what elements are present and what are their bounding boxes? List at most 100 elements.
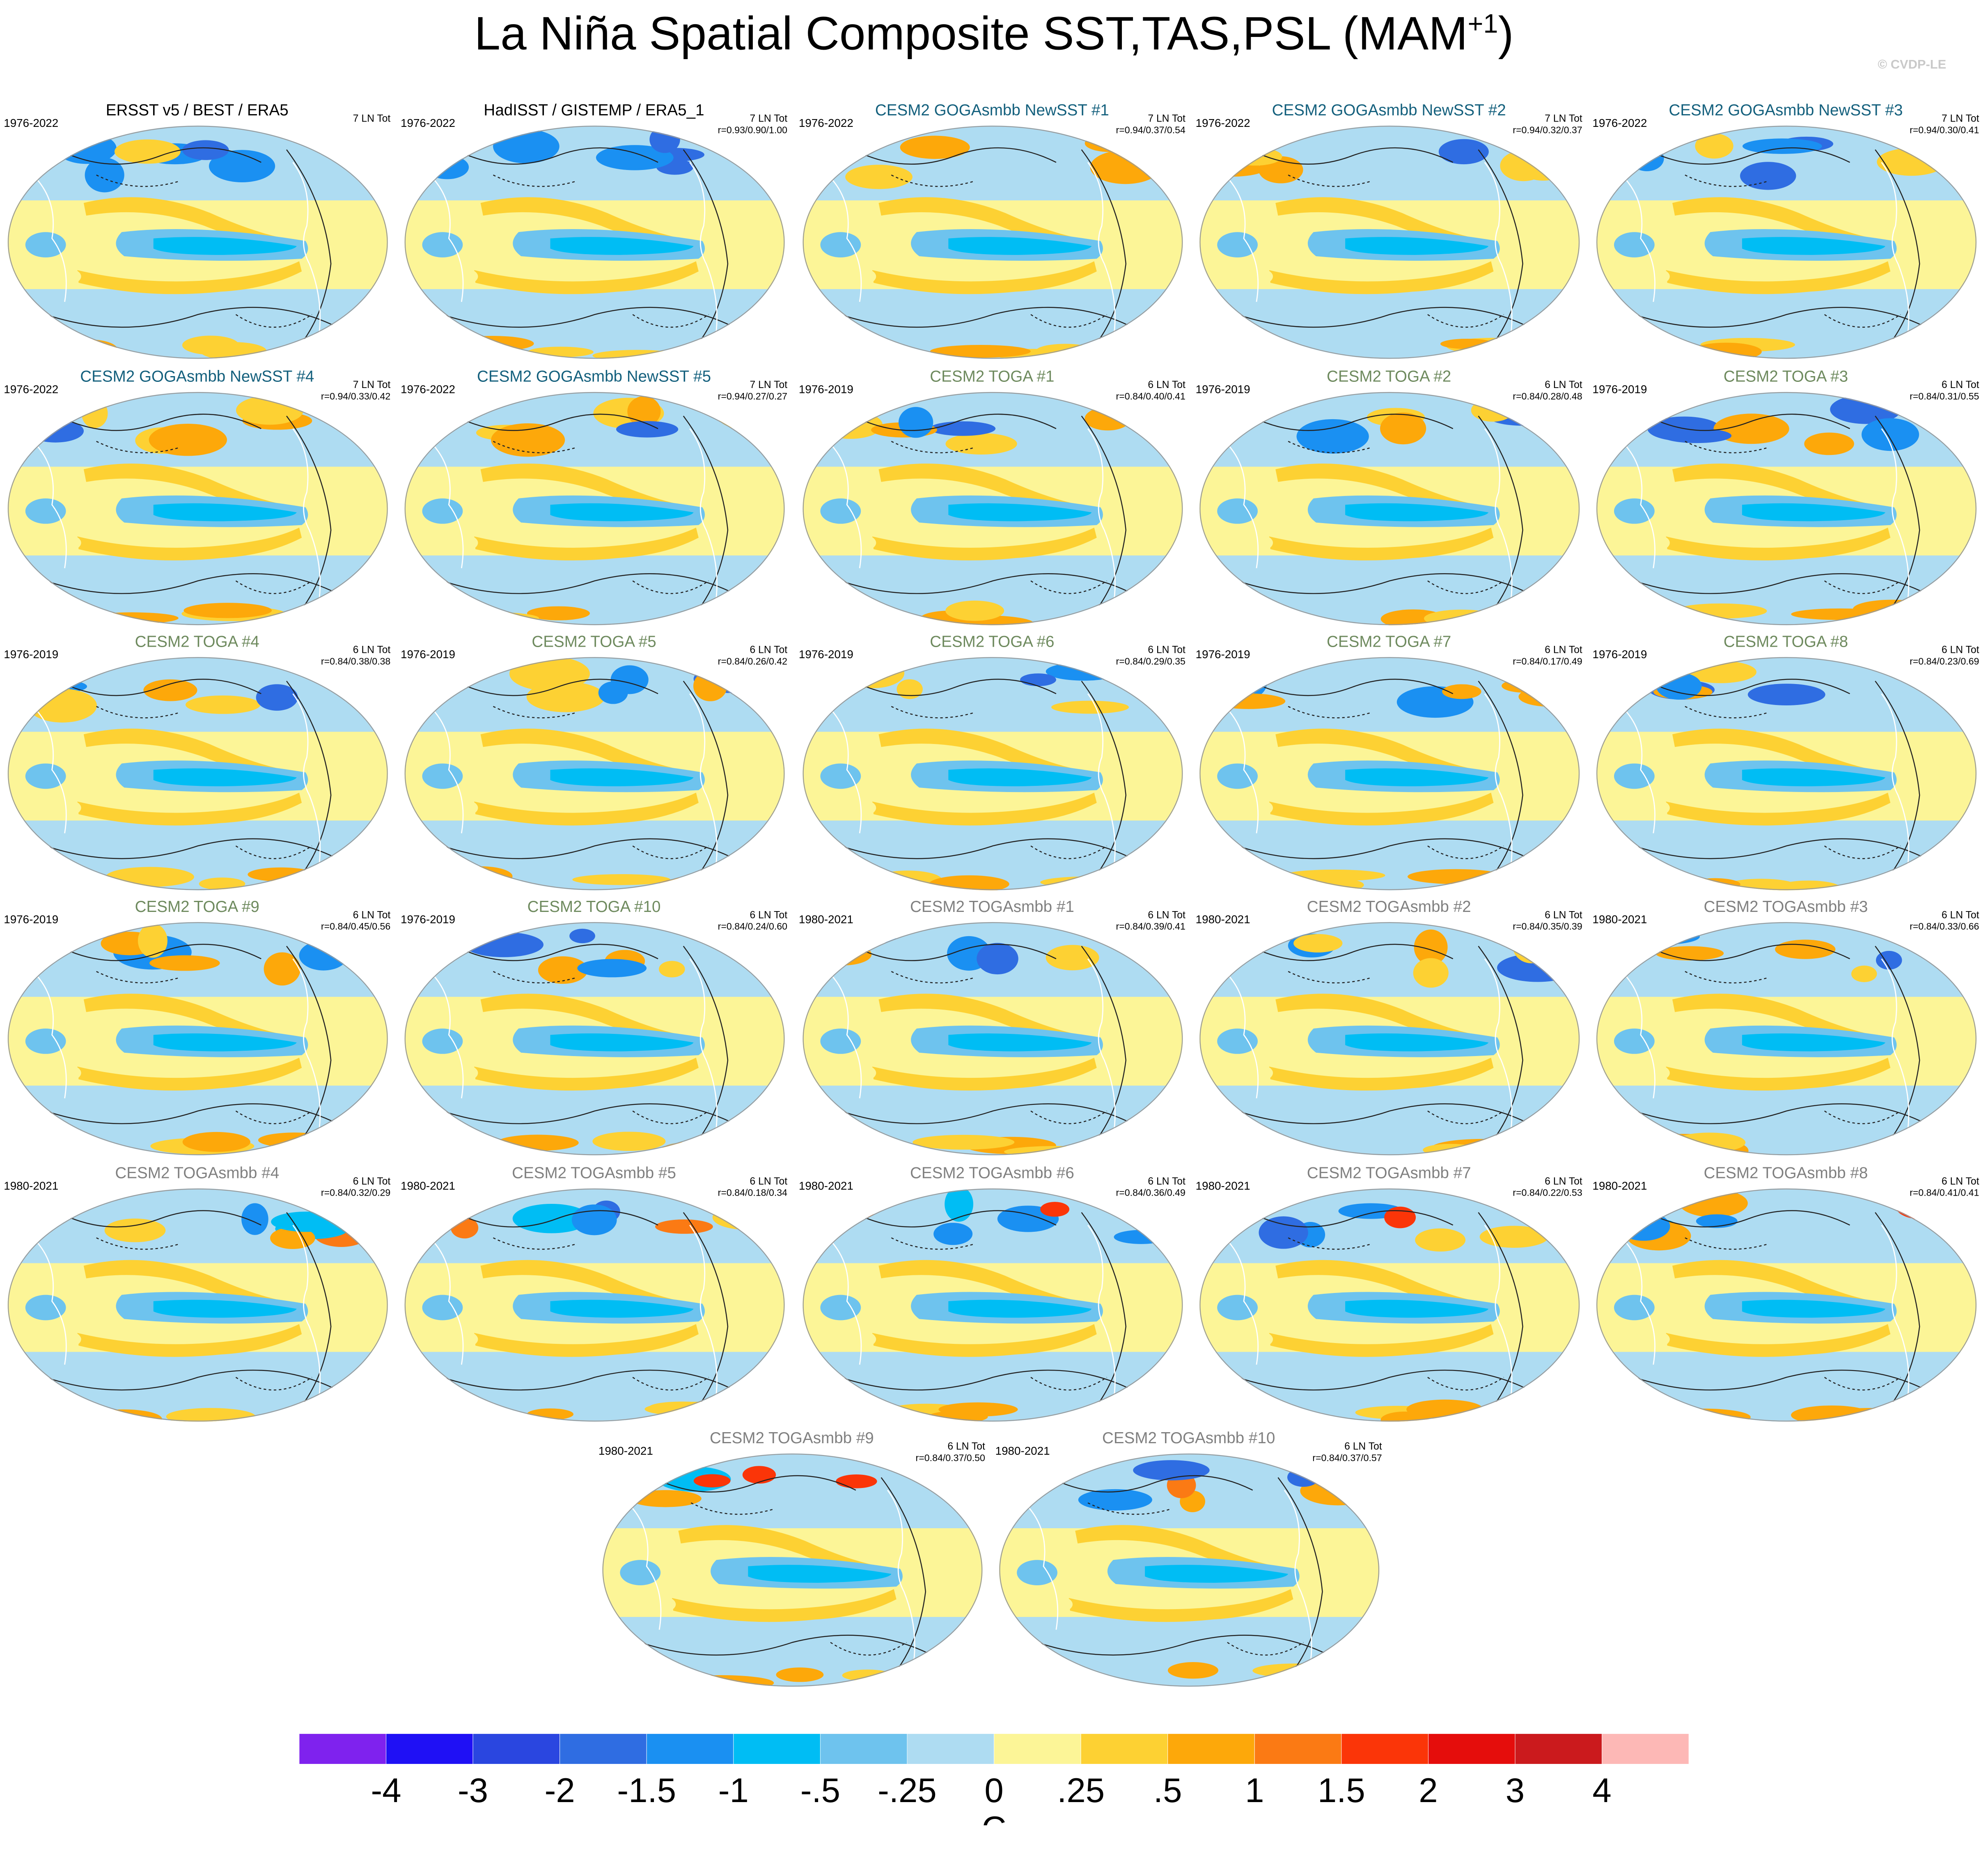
field-indian-cold	[1614, 1029, 1655, 1054]
field-northern-anomaly	[105, 1219, 166, 1242]
colorbar-tick-label: -1.5	[617, 1771, 676, 1809]
panel-event-count: 6 LN Tot	[947, 1441, 985, 1452]
field-northern-anomaly	[241, 1203, 268, 1235]
map-plot	[8, 921, 388, 1157]
field-northern-anomaly	[1743, 138, 1822, 154]
field-southern-anomaly	[1423, 1144, 1478, 1156]
field-indian-cold	[1017, 1560, 1057, 1585]
field-atlantic-warm	[719, 1295, 754, 1320]
field-indian-cold	[1614, 498, 1655, 524]
panel-event-count: 7 LN Tot	[750, 379, 787, 391]
field-northern-anomaly	[1623, 928, 1700, 945]
panel-event-count: 6 LN Tot	[1942, 379, 1979, 391]
map-plot	[803, 921, 1183, 1157]
panel-event-count: 6 LN Tot	[750, 909, 787, 921]
colorbar-tick-label: .5	[1153, 1771, 1182, 1809]
field-northern-anomaly	[1133, 1460, 1210, 1480]
field-atlantic-warm	[719, 763, 754, 789]
field-northern-anomaly	[845, 165, 913, 189]
field-atlantic-warm	[322, 498, 358, 524]
panel-title: CESM2 TOGAsmbb #2	[1196, 898, 1582, 916]
map-plot	[8, 124, 388, 360]
field-atlantic-warm	[719, 1029, 754, 1054]
field-indian-cold	[25, 498, 66, 524]
field-atlantic-warm	[917, 1560, 952, 1585]
field-southern-anomaly	[183, 1132, 250, 1152]
map-panel: CESM2 GOGAsmbb NewSST #5 1976-2022 7 LN To…	[401, 368, 787, 628]
field-southern-anomaly	[1424, 610, 1500, 627]
colorbar-tick-label: -1	[718, 1771, 749, 1809]
colorbar-swatch	[1254, 1734, 1341, 1764]
panel-title: CESM2 TOGAsmbb #1	[799, 898, 1185, 916]
field-southern-anomaly	[1691, 343, 1762, 360]
panel-event-count: 6 LN Tot	[1148, 379, 1185, 391]
map-panel: CESM2 TOGA #9 1976-2019 6 LN Tot r=0.84/0.4…	[4, 898, 390, 1158]
field-northern-anomaly	[1380, 413, 1426, 444]
field-southern-anomaly	[85, 612, 179, 624]
field-indian-warm	[35, 798, 81, 818]
credit-label: © CVDP-LE	[1878, 58, 1946, 72]
field-southern-anomaly	[945, 601, 1004, 621]
field-indian-warm	[1624, 533, 1670, 553]
field-atlantic-warm	[1911, 232, 1946, 257]
colorbar-tick-label: 3	[1506, 1771, 1525, 1809]
map-panel: CESM2 TOGA #1 1976-2019 6 LN Tot r=0.84/0.4…	[799, 368, 1185, 628]
panel-event-count: 6 LN Tot	[1942, 1176, 1979, 1187]
field-indian-cold	[1614, 232, 1655, 257]
field-atlantic-warm	[719, 232, 754, 257]
panel-title: CESM2 GOGAsmbb NewSST #4	[4, 368, 390, 386]
field-northern-anomaly	[1078, 1489, 1152, 1511]
map-plot	[1596, 124, 1977, 360]
map-panel: CESM2 GOGAsmbb NewSST #3 1976-2022 7 LN To…	[1592, 101, 1979, 361]
field-indian-warm	[630, 1594, 676, 1614]
panel-title: CESM2 GOGAsmbb NewSST #3	[1592, 101, 1979, 119]
colorbar-tick-label: 0	[984, 1771, 1003, 1809]
field-indian-cold	[422, 1295, 463, 1320]
field-indian-cold	[25, 1029, 66, 1054]
panel-title: CESM2 TOGA #2	[1196, 368, 1582, 386]
field-indian-warm	[1624, 1329, 1670, 1349]
field-indian-warm	[830, 1063, 876, 1083]
panel-event-count: 6 LN Tot	[1942, 909, 1979, 921]
field-northern-anomaly	[1300, 1476, 1376, 1506]
map-plot	[1199, 124, 1580, 360]
map-panel: CESM2 TOGAsmbb #10 1980-2021 6 LN Tot r=0.8…	[995, 1429, 1382, 1689]
field-indian-warm	[830, 533, 876, 553]
field-northern-anomaly	[1629, 931, 1680, 944]
colorbar-tick-label: -3	[458, 1771, 488, 1809]
colorbar-swatch	[1168, 1734, 1255, 1764]
field-indian-warm	[1227, 1329, 1273, 1349]
field-indian-cold	[1217, 232, 1258, 257]
field-northern-anomaly	[694, 1474, 731, 1487]
colorbar-tick-label: -4	[371, 1771, 401, 1809]
field-northern-anomaly	[1439, 139, 1489, 164]
map-plot	[404, 921, 785, 1157]
panel-event-count: 7 LN Tot	[1942, 113, 1979, 124]
panel-event-count: 6 LN Tot	[750, 644, 787, 656]
colorbar-tick-label: -.5	[800, 1771, 840, 1809]
panel-title: CESM2 TOGA #7	[1196, 633, 1582, 650]
field-indian-warm	[432, 1329, 478, 1349]
field-indian-warm	[1227, 533, 1273, 553]
map-panel: CESM2 TOGAsmbb #7 1980-2021 6 LN Tot r=0.84…	[1196, 1164, 1582, 1424]
colorbar-swatch	[907, 1734, 994, 1764]
field-atlantic-warm	[1117, 1295, 1152, 1320]
field-northern-anomaly	[1293, 934, 1342, 953]
field-atlantic-warm	[1911, 1029, 1946, 1054]
field-atlantic-warm	[1514, 1029, 1549, 1054]
field-atlantic-warm	[1911, 498, 1946, 524]
field-southern-anomaly	[680, 608, 730, 625]
field-indian-warm	[35, 266, 81, 287]
field-indian-cold	[422, 1029, 463, 1054]
colorbar-swatch	[1081, 1734, 1168, 1764]
field-indian-cold	[25, 232, 66, 257]
field-indian-warm	[1227, 1063, 1273, 1083]
map-panel: CESM2 GOGAsmbb NewSST #4 1976-2022 7 LN To…	[4, 368, 390, 628]
field-indian-cold	[620, 1560, 660, 1585]
field-indian-cold	[1614, 1295, 1655, 1320]
map-plot	[1199, 1187, 1580, 1423]
field-atlantic-warm	[1514, 498, 1549, 524]
field-southern-anomaly	[497, 1134, 579, 1150]
field-indian-warm	[432, 798, 478, 818]
field-southern-anomaly	[776, 1667, 824, 1682]
